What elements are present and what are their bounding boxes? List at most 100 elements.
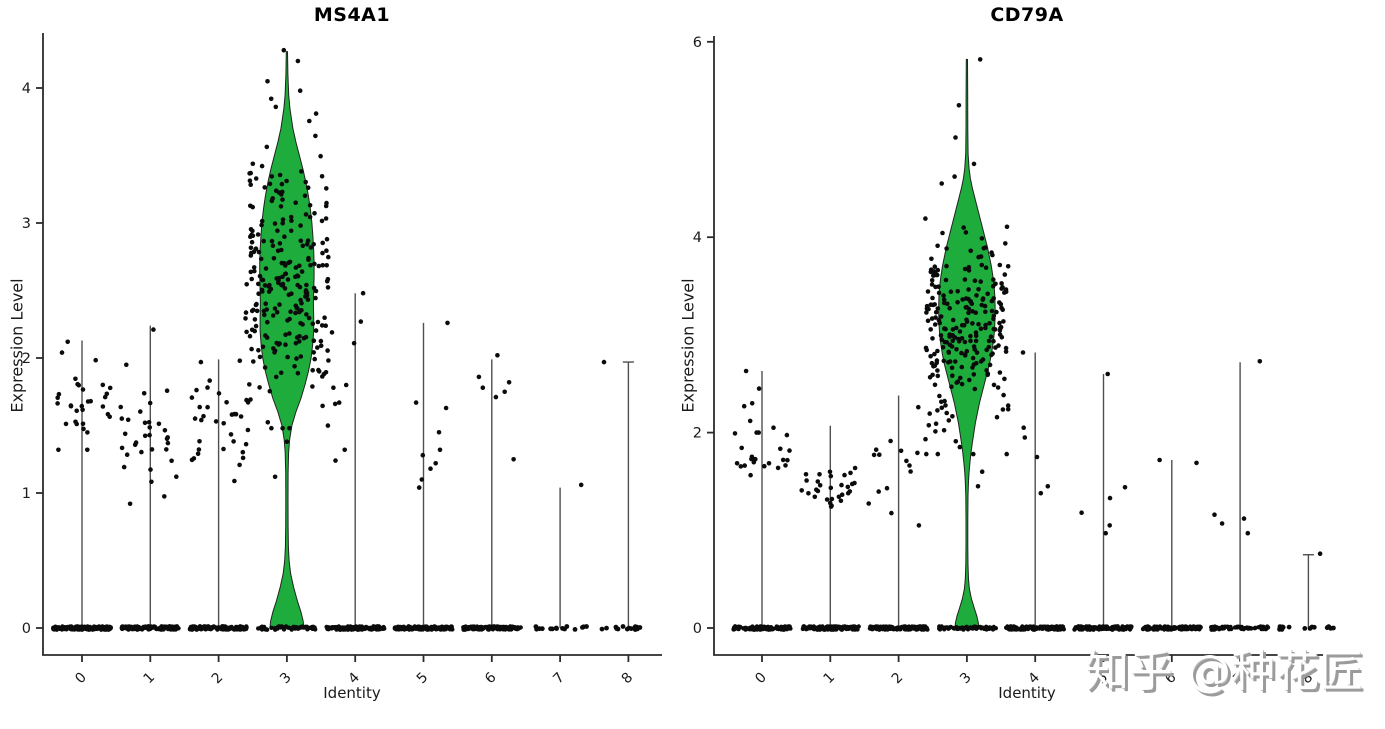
dot [937, 320, 942, 326]
dot [959, 350, 964, 356]
x-tick-label: 0 [72, 670, 90, 688]
dot [401, 626, 406, 631]
dot [977, 624, 983, 630]
dot [122, 431, 128, 437]
dot [953, 359, 958, 364]
dot [197, 404, 202, 410]
dot [318, 153, 323, 159]
dot [835, 624, 841, 630]
dot [125, 626, 131, 631]
dot [249, 276, 254, 282]
panel-title-cd79a: CD79A [990, 4, 1064, 26]
dot [481, 625, 486, 630]
dot [419, 477, 425, 482]
dot [955, 300, 960, 305]
dot [934, 360, 939, 366]
dot [332, 401, 338, 407]
dot [259, 222, 264, 228]
dot [976, 321, 981, 327]
dot [272, 474, 278, 480]
dot [937, 625, 942, 630]
dot [1105, 371, 1110, 377]
dot [1154, 625, 1160, 630]
dot [908, 469, 913, 474]
dot [1317, 551, 1323, 556]
dot [267, 181, 273, 187]
dot [422, 624, 428, 629]
dot [924, 310, 929, 315]
dot [946, 350, 952, 355]
dot [952, 174, 957, 179]
dot [346, 625, 351, 631]
dot [940, 345, 946, 350]
dot [978, 359, 984, 364]
dot [1034, 454, 1040, 460]
dot [995, 385, 1001, 390]
dot [933, 272, 939, 278]
dot [248, 245, 254, 251]
x-tick-label: 2 [209, 670, 227, 688]
dot [250, 204, 255, 210]
dot [323, 323, 329, 329]
dot [928, 353, 933, 359]
dot [990, 252, 995, 258]
x-tick-label: 7 [550, 670, 568, 688]
dot [158, 625, 164, 630]
dot [260, 344, 266, 350]
dot [297, 263, 302, 269]
dot [195, 451, 201, 457]
dot [966, 287, 971, 292]
dot [1020, 624, 1025, 629]
dot [121, 625, 126, 630]
dot [961, 323, 967, 328]
dot [245, 427, 251, 433]
dot [216, 391, 222, 396]
dot [771, 425, 776, 431]
dot [1005, 264, 1011, 269]
dot [283, 332, 288, 338]
dot [278, 370, 284, 376]
dot [844, 626, 849, 632]
dot [118, 404, 123, 410]
dot [272, 350, 277, 355]
dot [271, 346, 276, 351]
dot [281, 47, 287, 53]
dot [964, 319, 970, 324]
dot [999, 281, 1004, 286]
dot [1238, 625, 1244, 630]
dot [968, 248, 973, 254]
dot [280, 189, 285, 195]
dot [937, 393, 942, 399]
dot [320, 250, 325, 256]
dot [297, 284, 303, 290]
panel-1-stems [761, 352, 1314, 628]
dot [270, 243, 276, 248]
dot [814, 487, 819, 493]
dot [293, 340, 299, 346]
dot [293, 265, 299, 270]
dot [312, 211, 317, 216]
dot [953, 439, 959, 444]
dot [916, 404, 921, 410]
dot [971, 451, 976, 457]
dot [812, 494, 818, 500]
dot [146, 420, 152, 425]
dot [416, 485, 422, 490]
dot [963, 230, 969, 235]
dot [201, 413, 206, 419]
dot [232, 411, 237, 417]
dot [966, 310, 971, 316]
dot [973, 330, 979, 335]
dot [326, 254, 331, 260]
dot [358, 319, 364, 324]
dot [939, 181, 944, 186]
dot [256, 249, 262, 255]
dot [999, 305, 1004, 311]
dot [1021, 425, 1026, 431]
dot [93, 357, 98, 363]
dot [941, 293, 946, 298]
dot [964, 304, 969, 310]
dot [817, 483, 823, 488]
dot [71, 626, 76, 631]
dot [285, 318, 290, 323]
